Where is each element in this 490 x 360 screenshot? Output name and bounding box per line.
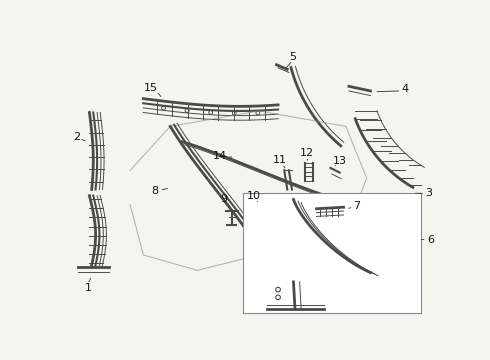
Text: 5: 5	[289, 52, 296, 62]
Text: 15: 15	[144, 83, 158, 93]
Text: 7: 7	[353, 202, 360, 211]
Text: 4: 4	[402, 84, 409, 94]
Bar	[244, 193, 420, 313]
Text: 1: 1	[84, 283, 92, 293]
Text: 11: 11	[272, 155, 287, 165]
Text: 10: 10	[246, 191, 261, 201]
Text: 14: 14	[213, 150, 227, 161]
Text: 2: 2	[73, 132, 80, 142]
Text: 6: 6	[427, 235, 434, 244]
Text: 8: 8	[151, 186, 158, 196]
Text: 12: 12	[300, 148, 315, 158]
Text: 3: 3	[425, 188, 433, 198]
Text: 13: 13	[333, 156, 347, 166]
Text: 9: 9	[220, 194, 228, 204]
